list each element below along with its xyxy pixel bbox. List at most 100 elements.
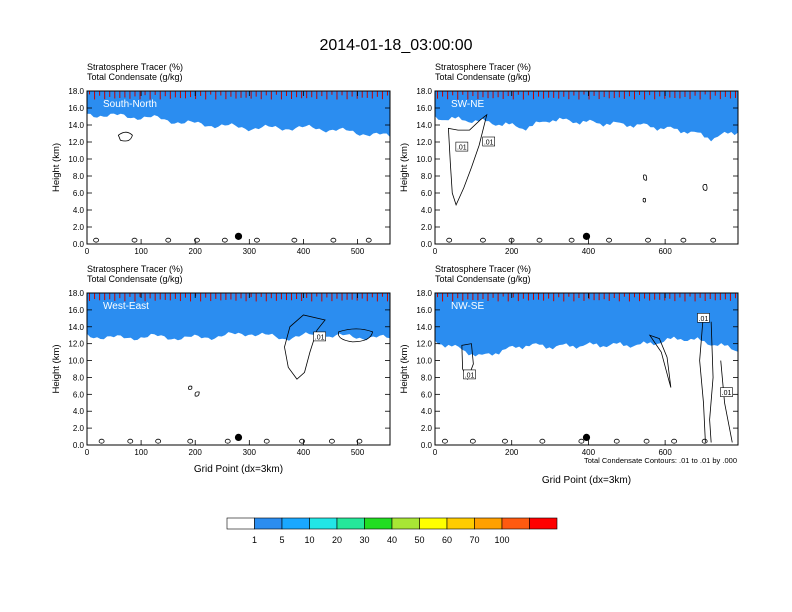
panel-title-line2: Total Condensate (g/kg) [87,72,183,82]
x-tick-label: 500 [351,247,365,256]
contour-line [93,237,99,243]
contour-line [578,438,585,444]
contour-line [165,237,172,243]
tracer-band [87,91,390,137]
x-axis-label: Grid Point (dx=3km) [194,464,283,475]
x-tick-label: 400 [582,247,596,256]
contour-line [299,438,305,444]
colorbar-label: 30 [359,535,369,545]
y-tick-label: 8.0 [421,373,433,382]
colorbar-label: 10 [304,535,314,545]
contour-line [699,313,733,443]
contour-line [539,438,546,444]
contour-line [671,438,678,444]
contour-line [568,237,575,243]
y-tick-label: 18.0 [68,289,84,298]
plot-frame [434,90,739,245]
contour-label-box [720,387,733,397]
contour-line [291,237,298,243]
contour-line [642,174,648,181]
colorbar-swatch [501,517,530,530]
condensate-contours [98,314,374,444]
contour-label-box [313,331,326,342]
contour-footnote: Total Condensate Contours: .01 to .01 by… [584,456,737,465]
x-tick-label: 0 [433,448,438,457]
contour-line [117,131,133,142]
contour-line [337,328,374,343]
y-tick-label: 12.0 [416,340,432,349]
contour-line [221,237,228,243]
plot-frame [86,292,391,446]
panel-label: South-North [103,99,157,110]
contour-label: .01 [720,387,733,397]
x-tick-label: 500 [351,448,365,457]
y-tick-label: 0.0 [73,240,85,249]
colorbar-swatch [364,517,393,530]
panel-title-line1: Stratosphere Tracer (%) [87,264,183,274]
y-tick-label: 6.0 [73,189,85,198]
panel-south-north: Stratosphere Tracer (%)Total Condensate … [51,62,391,256]
y-tick-label: 4.0 [421,206,433,215]
x-tick-label: 200 [505,448,519,457]
condensate-contours [93,131,372,243]
contour-label: .01 [463,369,476,379]
y-tick-label: 4.0 [73,407,85,416]
panel-label: NW-SE [451,301,484,312]
contour-label-text: .01 [465,372,475,379]
contour-line [365,237,372,243]
x-tick-label: 200 [505,247,519,256]
x-tick-label: 400 [297,247,311,256]
colorbar-label: 50 [414,535,424,545]
y-tick-label: 18.0 [416,289,432,298]
contour-label-box [455,141,469,152]
colorbar-swatch [281,517,310,530]
y-tick-label: 16.0 [68,306,84,315]
condensate-contours [446,113,717,243]
contour-line [187,438,194,444]
plot-frame [86,90,391,245]
colorbar-label: 40 [387,535,397,545]
contour-label-text: .01 [699,316,709,323]
contour-line [194,391,200,397]
panel-title-line2: Total Condensate (g/kg) [435,72,531,82]
colorbar-label: 5 [279,535,284,545]
contour-line [643,438,650,444]
y-tick-label: 2.0 [421,424,433,433]
y-tick-label: 0.0 [421,240,433,249]
y-tick-label: 6.0 [73,390,85,399]
y-tick-label: 10.0 [68,357,84,366]
y-tick-label: 10.0 [416,155,432,164]
contour-line [447,113,488,207]
contour-line [613,438,620,444]
location-marker [582,433,591,441]
contour-line [127,438,134,444]
y-tick-label: 8.0 [73,172,85,181]
colorbar-swatch [336,517,365,530]
contour-label-text: .01 [457,145,467,152]
tracer-band [87,293,390,341]
contour-line [446,237,453,243]
y-tick-label: 14.0 [416,323,432,332]
contour-label: .01 [313,331,326,342]
contour-line [502,438,508,444]
colorbar-swatch [446,517,475,530]
x-tick-label: 0 [85,448,90,457]
y-tick-label: 16.0 [416,306,432,315]
panel-sw-ne: Stratosphere Tracer (%)Total Condensate … [399,62,739,256]
contour-line [442,438,448,444]
y-tick-label: 14.0 [68,121,84,130]
y-tick-label: 14.0 [416,121,432,130]
x-axis-label: Grid Point (dx=3km) [542,475,631,486]
colorbar-swatch [226,517,255,530]
y-tick-label: 0.0 [421,441,433,450]
contour-line [702,184,708,191]
contour-label: .01 [482,136,495,147]
contour-line [710,237,717,243]
y-tick-label: 16.0 [416,104,432,113]
tracer-field [435,293,738,357]
contour-line [642,197,646,203]
contour-line [155,438,162,444]
contour-line [648,334,672,388]
contour-line [284,314,326,380]
